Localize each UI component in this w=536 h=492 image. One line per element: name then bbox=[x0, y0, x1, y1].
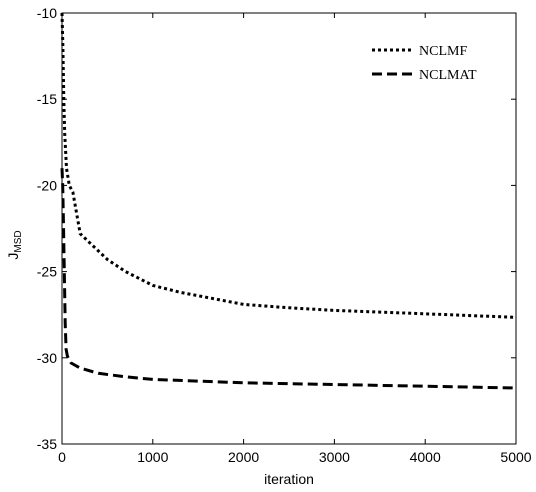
x-tick-label: 5000 bbox=[500, 449, 531, 465]
legend-label-nclmat: NCLMAT bbox=[419, 68, 477, 83]
plot-frame bbox=[61, 12, 517, 445]
legend: NCLMF NCLMAT bbox=[372, 44, 477, 83]
y-tick-label: -10 bbox=[37, 5, 57, 21]
y-axis-label-subscript: MSD bbox=[13, 230, 24, 252]
y-tick-label: -15 bbox=[37, 91, 57, 107]
x-tick-label: 2000 bbox=[228, 449, 259, 465]
tick-labels: 0 1000 2000 3000 4000 5000 -35 -30 -25 -20 -15 -10 bbox=[37, 5, 532, 465]
y-axis-label-group: JMSD bbox=[5, 230, 24, 259]
y-tick-label: -20 bbox=[37, 177, 57, 193]
y-axis-label: JMSD bbox=[5, 230, 24, 259]
x-tick-label: 3000 bbox=[319, 449, 350, 465]
x-tick-label: 0 bbox=[58, 449, 66, 465]
y-tick-label: -35 bbox=[37, 436, 57, 452]
series-layer bbox=[60, 12, 517, 390]
y-axis-label-main: J bbox=[5, 253, 21, 260]
x-axis-label: iteration bbox=[264, 471, 314, 487]
series-line-nclmat bbox=[60, 168, 517, 390]
x-tick-label: 4000 bbox=[410, 449, 441, 465]
series-line-nclmf bbox=[60, 12, 517, 319]
legend-label-nclmf: NCLMF bbox=[419, 44, 467, 59]
y-tick-label: -30 bbox=[37, 350, 57, 366]
ticks-layer bbox=[61, 12, 517, 445]
y-tick-label: -25 bbox=[37, 264, 57, 280]
x-tick-label: 1000 bbox=[137, 449, 168, 465]
